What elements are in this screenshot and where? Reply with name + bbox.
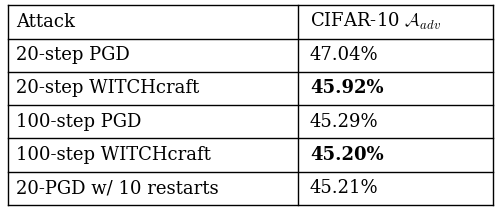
Text: 100-step WITCHcraft: 100-step WITCHcraft (16, 146, 212, 164)
Text: 100-step PGD: 100-step PGD (16, 113, 142, 131)
Text: 45.21%: 45.21% (310, 179, 378, 197)
Text: 20-step WITCHcraft: 20-step WITCHcraft (16, 79, 200, 97)
Text: 45.92%: 45.92% (310, 79, 384, 97)
Text: CIFAR-10 $\mathcal{A}_{adv}$: CIFAR-10 $\mathcal{A}_{adv}$ (310, 11, 441, 32)
Text: 45.20%: 45.20% (310, 146, 384, 164)
Text: 45.29%: 45.29% (310, 113, 378, 131)
Text: 20-step PGD: 20-step PGD (16, 46, 130, 64)
Text: 20-PGD w/ 10 restarts: 20-PGD w/ 10 restarts (16, 179, 219, 197)
Text: 47.04%: 47.04% (310, 46, 378, 64)
Text: Attack: Attack (16, 13, 76, 31)
